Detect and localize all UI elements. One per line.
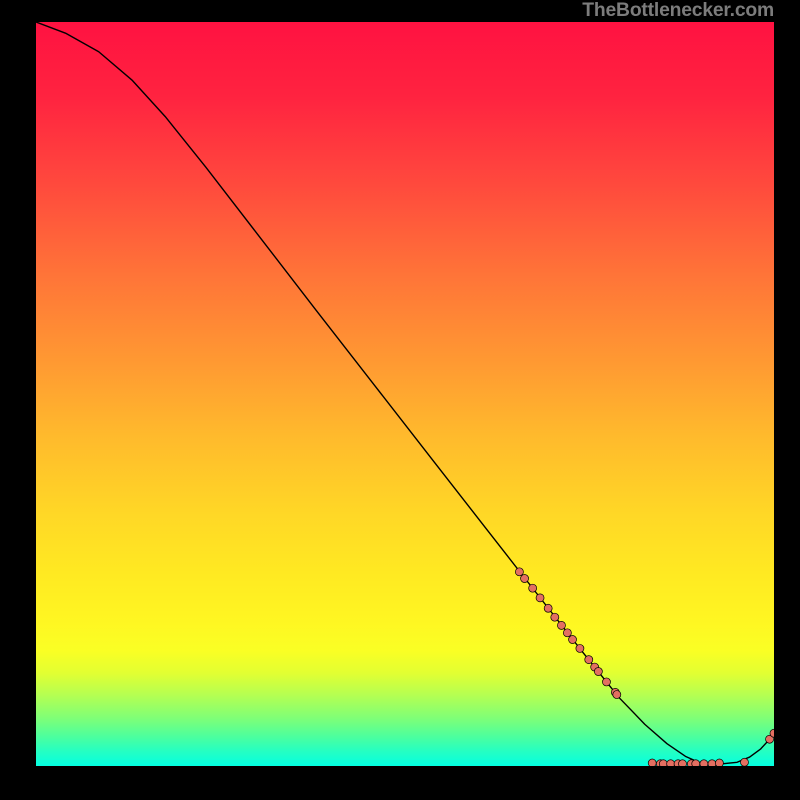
datapoint (576, 644, 584, 652)
datapoint (521, 575, 529, 583)
datapoint (692, 760, 700, 766)
datapoint (700, 760, 708, 766)
datapoint (569, 636, 577, 644)
datapoint (594, 668, 602, 676)
datapoint (544, 604, 552, 612)
datapoint (715, 759, 723, 766)
datapoint (708, 760, 716, 766)
datapoint (557, 621, 565, 629)
datapoint (678, 760, 686, 766)
datapoint (659, 760, 667, 766)
datapoint (563, 629, 571, 637)
datapoint (515, 568, 523, 576)
chart-svg (36, 22, 774, 766)
stage: TheBottlenecker.com (0, 0, 800, 800)
datapoint (740, 758, 748, 766)
datapoint (648, 759, 656, 766)
datapoint (585, 656, 593, 664)
datapoint (529, 584, 537, 592)
datapoint (551, 613, 559, 621)
watermark-text: TheBottlenecker.com (582, 0, 774, 22)
plot-area (36, 22, 774, 766)
datapoint (667, 760, 675, 766)
datapoint (602, 678, 610, 686)
datapoint (536, 594, 544, 602)
chart-background (36, 22, 774, 766)
datapoint (613, 691, 621, 699)
